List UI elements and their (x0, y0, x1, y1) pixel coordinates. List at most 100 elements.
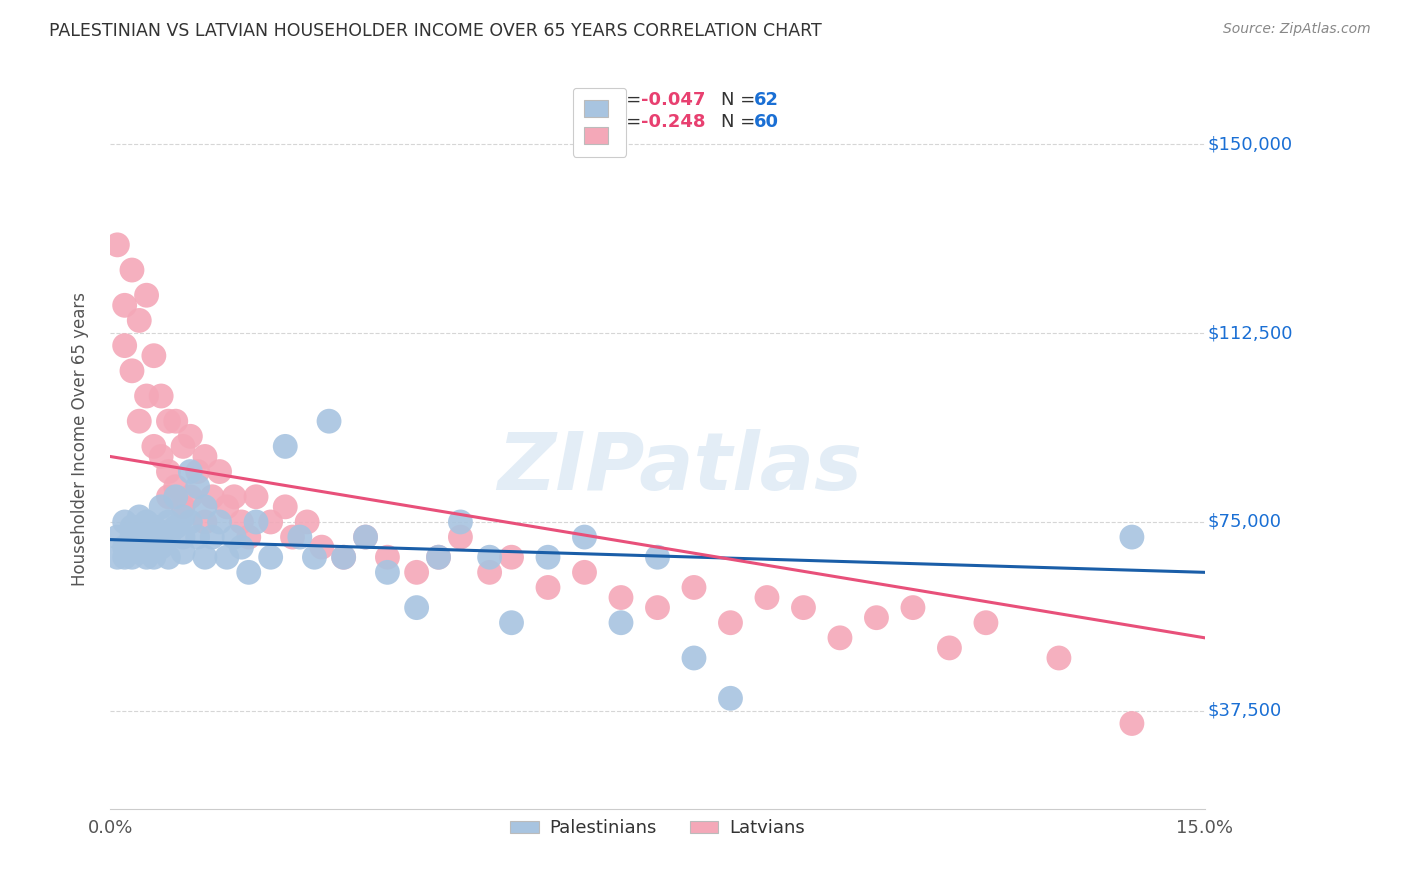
Point (288, 530, 311, 544)
Point (172, 530, 194, 544)
Point (194, 515, 217, 529)
Text: Source: ZipAtlas.com: Source: ZipAtlas.com (1223, 22, 1371, 37)
Point (128, 545, 150, 559)
Point (105, 238, 128, 252)
Point (938, 640, 960, 655)
Text: 62: 62 (754, 91, 779, 109)
Point (1121, 716, 1143, 731)
Point (224, 490, 246, 504)
Point (449, 515, 471, 529)
Point (427, 550, 450, 565)
Point (501, 550, 523, 565)
Point (318, 414, 340, 428)
Point (610, 591, 633, 605)
Point (449, 530, 471, 544)
Point (828, 631, 851, 645)
Point (194, 450, 217, 464)
Point (238, 566, 260, 580)
Point (245, 515, 267, 529)
Point (647, 550, 669, 565)
Point (187, 480, 209, 494)
Point (354, 530, 377, 544)
Point (172, 500, 194, 514)
Point (179, 490, 201, 504)
Point (215, 550, 238, 565)
Point (114, 550, 136, 565)
Point (427, 550, 450, 565)
Point (165, 490, 187, 504)
Point (172, 439, 194, 453)
Y-axis label: Householder Income Over 65 years: Householder Income Over 65 years (72, 292, 89, 586)
Point (974, 615, 997, 630)
Point (501, 615, 523, 630)
Point (135, 515, 157, 529)
Point (683, 581, 706, 595)
Text: $75,000: $75,000 (1208, 513, 1281, 531)
Point (150, 389, 173, 403)
Point (332, 550, 354, 565)
Point (128, 313, 150, 327)
Text: 60: 60 (754, 113, 779, 131)
Point (755, 591, 778, 605)
Point (208, 515, 231, 529)
Point (304, 550, 326, 565)
Point (142, 535, 165, 549)
Point (274, 439, 297, 453)
Point (1121, 530, 1143, 544)
Point (610, 615, 633, 630)
Point (194, 500, 217, 514)
Point (150, 524, 173, 539)
Text: $112,500: $112,500 (1208, 324, 1292, 342)
Point (105, 530, 128, 544)
Point (179, 429, 201, 443)
Point (172, 510, 194, 524)
Point (245, 490, 267, 504)
Point (114, 540, 136, 554)
Point (114, 515, 136, 529)
Text: N =: N = (721, 113, 761, 131)
Point (121, 535, 143, 549)
Point (377, 566, 399, 580)
Point (165, 414, 187, 428)
Point (114, 338, 136, 352)
Point (165, 520, 187, 534)
Text: -0.047: -0.047 (641, 91, 706, 109)
Point (157, 465, 180, 479)
Point (121, 364, 143, 378)
Point (157, 490, 180, 504)
Point (157, 530, 180, 544)
Point (150, 540, 173, 554)
Point (311, 540, 333, 554)
Point (224, 530, 246, 544)
Point (142, 349, 165, 363)
Point (157, 515, 180, 529)
Point (121, 263, 143, 277)
Point (135, 530, 157, 544)
Point (201, 530, 224, 544)
Point (259, 550, 281, 565)
Point (179, 465, 201, 479)
Point (128, 524, 150, 539)
Point (865, 610, 887, 624)
Point (172, 545, 194, 559)
Point (332, 550, 354, 565)
Point (354, 530, 377, 544)
Point (121, 530, 143, 544)
Point (377, 550, 399, 565)
Point (157, 550, 180, 565)
Point (647, 600, 669, 615)
Point (128, 414, 150, 428)
Text: ZIPatlas: ZIPatlas (496, 429, 862, 508)
Point (179, 515, 201, 529)
Point (142, 439, 165, 453)
Point (142, 520, 165, 534)
Point (201, 490, 224, 504)
Point (537, 581, 560, 595)
Point (720, 615, 742, 630)
Point (121, 550, 143, 565)
Point (281, 530, 304, 544)
Point (187, 465, 209, 479)
Point (142, 550, 165, 565)
Point (295, 515, 318, 529)
Point (792, 600, 814, 615)
